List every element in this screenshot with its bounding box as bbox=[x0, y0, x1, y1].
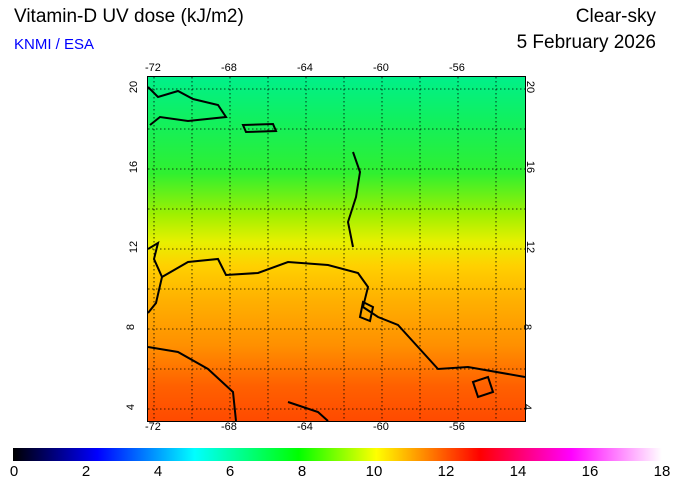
map-overlay bbox=[148, 77, 525, 421]
lat-tick-label: 12 bbox=[128, 240, 141, 254]
colorbar-label: 2 bbox=[81, 463, 91, 480]
lon-tick-label: -64 bbox=[297, 421, 313, 433]
lon-tick-label: -60 bbox=[373, 421, 389, 433]
colorbar-label: 0 bbox=[9, 463, 19, 480]
sky-condition: Clear-sky bbox=[575, 6, 656, 27]
map-title: Vitamin-D UV dose (kJ/m2) bbox=[14, 6, 244, 27]
lon-tick-label: -56 bbox=[449, 62, 465, 74]
lat-tick-label: 20 bbox=[524, 80, 537, 94]
map-date: 5 February 2026 bbox=[516, 32, 656, 53]
lat-tick-label: 8 bbox=[521, 323, 534, 331]
colorbar-label: 18 bbox=[653, 463, 671, 480]
lat-tick-label: 4 bbox=[125, 403, 138, 411]
lon-tick-label: -72 bbox=[145, 421, 161, 433]
colorbar-label: 6 bbox=[225, 463, 235, 480]
colorbar-label: 10 bbox=[365, 463, 383, 480]
coastlines bbox=[148, 86, 525, 421]
lat-tick-label: 20 bbox=[128, 80, 141, 94]
lon-tick-label: -68 bbox=[221, 421, 237, 433]
lat-tick-label: 16 bbox=[128, 160, 141, 174]
colorbar bbox=[13, 448, 662, 461]
uv-dose-map bbox=[147, 76, 526, 422]
credit: KNMI / ESA bbox=[14, 36, 95, 53]
colorbar-label: 8 bbox=[297, 463, 307, 480]
colorbar-label: 14 bbox=[509, 463, 527, 480]
colorbar-label: 4 bbox=[153, 463, 163, 480]
lat-tick-label: 12 bbox=[524, 240, 537, 254]
lon-tick-label: -64 bbox=[297, 62, 313, 74]
lon-tick-label: -60 bbox=[373, 62, 389, 74]
lon-tick-label: -68 bbox=[221, 62, 237, 74]
lon-tick-label: -72 bbox=[145, 62, 161, 74]
lat-tick-label: 8 bbox=[125, 323, 138, 331]
lat-tick-label: 16 bbox=[524, 160, 537, 174]
lat-tick-label: 4 bbox=[521, 403, 534, 411]
lon-tick-label: -56 bbox=[449, 421, 465, 433]
colorbar-label: 16 bbox=[581, 463, 599, 480]
colorbar-label: 12 bbox=[437, 463, 455, 480]
